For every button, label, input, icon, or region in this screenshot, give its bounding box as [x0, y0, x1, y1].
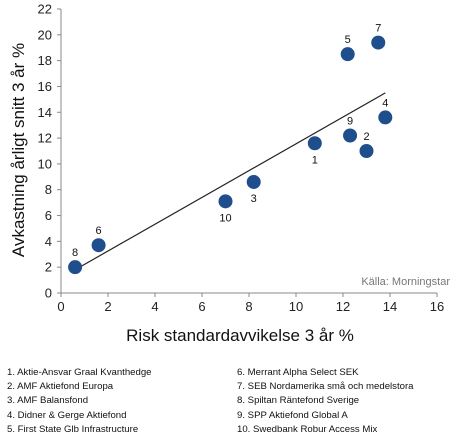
data-point [68, 260, 83, 275]
data-point-label: 4 [382, 97, 388, 109]
x-tick-label: 0 [57, 299, 64, 314]
x-axis-title: Risk standardavvikelse 3 år % [126, 326, 354, 345]
y-tick-label: 0 [45, 286, 52, 301]
y-tick-label: 22 [38, 2, 52, 17]
legend-item: 9. SPP Aktiefond Global A [237, 409, 348, 421]
x-tick-label: 10 [289, 299, 303, 314]
y-axis-title: Avkastning årligt snitt 3 år % [9, 43, 28, 257]
y-tick-label: 4 [45, 234, 52, 249]
legend-item: 8. Spiltan Räntefond Sverige [237, 395, 360, 407]
data-point [340, 47, 355, 62]
legend-item: 5. First State Glb Infrastructure [7, 423, 139, 435]
data-point [359, 144, 374, 158]
x-tick-label: 16 [430, 299, 444, 314]
data-point [91, 238, 106, 253]
data-point [307, 136, 322, 151]
data-point [246, 174, 261, 189]
y-tick-label: 10 [38, 156, 52, 171]
data-point-label: 10 [219, 212, 231, 224]
legend-item: 10. Swedbank Robur Access Mix [237, 423, 378, 435]
x-tick-label: 12 [336, 299, 350, 314]
data-point [218, 194, 233, 209]
y-tick-label: 14 [38, 105, 52, 120]
data-point [378, 110, 393, 125]
legend-item: 3. AMF Balansfond [7, 395, 89, 407]
x-tick-label: 4 [151, 299, 158, 314]
legend-item: 2. AMF Aktiefond Europa [7, 381, 114, 393]
data-point-label: 8 [72, 247, 78, 259]
legend-item: 1. Aktie-Ansvar Graal Kvanthedge [7, 367, 152, 378]
y-tick-label: 20 [38, 27, 52, 42]
data-point [343, 128, 358, 143]
trendline [74, 92, 386, 271]
x-tick-label: 14 [383, 299, 397, 314]
data-point [371, 35, 386, 50]
x-tick-label: 6 [198, 299, 205, 314]
x-tick-label: 8 [245, 299, 252, 314]
legend-item: 6. Merrant Alpha Select SEK [237, 367, 359, 378]
data-point-label: 3 [251, 193, 257, 205]
legend-item: 4. Didner & Gerge Aktiefond [7, 409, 127, 421]
y-tick-label: 8 [45, 182, 52, 197]
data-point-label: 6 [96, 225, 102, 237]
data-point-label: 7 [375, 23, 381, 35]
source-note: Källa: Morningstar [361, 276, 450, 288]
data-point-label: 2 [363, 131, 369, 143]
y-tick-label: 6 [45, 208, 52, 223]
data-point-label: 5 [345, 34, 351, 46]
y-tick-label: 18 [38, 53, 52, 68]
data-point-label: 9 [347, 116, 353, 128]
y-tick-label: 16 [38, 79, 52, 94]
x-tick-label: 2 [104, 299, 111, 314]
data-point-label: 1 [312, 154, 318, 166]
points-group: 1 2 3 4 5 6 7 8 9 10 [68, 23, 393, 275]
y-tick-label: 12 [38, 131, 52, 146]
y-tick-label: 2 [45, 260, 52, 275]
trendline-group [74, 92, 386, 271]
legend-item: 7. SEB Nordamerika små och medelstora [237, 381, 414, 393]
legend-column-left: 1. Aktie-Ansvar Graal Kvanthedge 2. AMF … [7, 366, 152, 437]
legend-column-right: 6. Merrant Alpha Select SEK 7. SEB Norda… [237, 366, 414, 437]
